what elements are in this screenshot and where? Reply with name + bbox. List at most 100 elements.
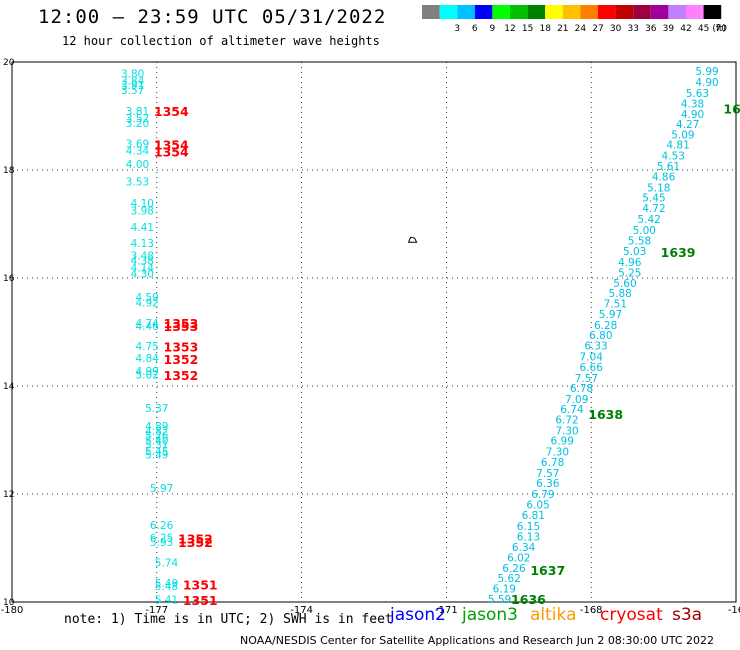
wave-height-label: 4.99 [135,366,158,378]
wave-height-label: 5.60 [613,278,636,290]
y-tick-label: 10 [3,598,15,608]
colorbar-bin [633,5,651,19]
wave-height-label: 6.26 [150,520,174,532]
wave-height-label: 5.63 [686,88,709,100]
wave-height-label: 5.97 [599,309,622,321]
wave-height-label: 4.74 [135,318,159,330]
colorbar-label: 9 [490,24,496,34]
wave-height-label: 4.13 [131,238,154,250]
colorbar-bin [562,5,581,19]
wave-height-label: 6.13 [517,532,540,544]
wave-height-label: 5.31 [145,439,168,451]
colorbar-bin [668,5,686,19]
pass-time-label: 1353 [164,319,199,334]
wave-height-label: 5.48 [155,581,178,593]
pass-time-label: 1352 [178,531,213,546]
wave-height-label: 5.45 [145,446,168,458]
y-tick-label: 16 [3,274,15,284]
wave-height-label: 4.38 [681,99,704,111]
y-tick-label: 14 [3,382,15,392]
colorbar-label: 42 [680,24,691,34]
x-tick-label: -177 [145,605,168,616]
footnote: note: 1) Time is in UTC; 2) SWH is in fe… [64,612,393,627]
wave-height-label: 3.98 [131,206,154,218]
wave-height-label: 7.51 [604,298,627,310]
wave-height-label: 5.42 [637,214,660,226]
legend-jason2: jason2 [390,605,446,625]
wave-height-label: 5.09 [671,129,694,141]
wave-height-label: 6.80 [589,330,612,342]
wave-height-label: 4.27 [676,119,699,131]
pass-time-label: 1640 [723,101,740,116]
wave-height-label: 3.81 [126,106,149,118]
pass-time-label: 1639 [661,245,696,260]
wave-height-label: 6.05 [526,499,549,511]
wave-height-label: 5.58 [628,236,651,248]
colorbar-bin [703,5,722,19]
colorbar-bin [422,5,440,19]
y-tick-label: 20 [3,58,15,68]
pass-time-label: 1637 [530,563,565,578]
wave-height-label: 4.34 [126,146,150,158]
wave-height-label: 4.90 [681,109,704,121]
wave-height-label: 7.04 [580,351,604,363]
wave-height-label: 6.78 [570,383,593,395]
wave-height-label: 4.90 [695,77,718,89]
wave-height-label: 6.78 [541,457,564,469]
pass-time-label: 1353 [164,316,199,331]
colorbar-bin [615,5,634,19]
wave-height-label: 4.10 [131,198,154,210]
wave-height-label: 4.53 [662,150,685,162]
pass-time-label: 1353 [164,340,199,355]
wave-height-label: 3.80 [121,68,144,80]
colorbar-label: 30 [610,24,622,34]
colorbar-bin [527,5,546,19]
x-tick-label: -174 [290,605,313,616]
wave-height-label: 6.34 [512,542,536,554]
wave-height-label: 3.84 [121,75,145,87]
colorbar-label: 45 [698,24,709,34]
wave-height-label: 4.59 [135,292,158,304]
wave-height-label: 6.81 [522,510,545,522]
colorbar-label: 18 [539,24,551,34]
wave-height-label: 5.26 [145,431,169,443]
legend-cryosat: cryosat [600,605,663,625]
wave-height-label: 3.48 [131,250,154,262]
wave-height-label: 6.15 [517,521,540,533]
pass-time-label: 1636 [511,592,546,607]
wave-height-label: 5.61 [657,161,680,173]
wave-height-label: 5.99 [695,66,718,78]
wave-height-label: 5.49 [145,450,168,462]
plot-frame [11,61,737,603]
pass-time-label: 1351 [183,578,218,593]
colorbar-label: 70 [715,24,727,34]
colorbar-bin [510,5,528,19]
x-tick-label: -16 [728,605,740,616]
wave-height-label: 6.28 [594,320,617,332]
pass-time-label: 1352 [178,535,213,550]
wave-height-label: 7.57 [575,373,598,385]
wave-height-label: 4.72 [642,203,665,215]
colorbar-bin [439,5,458,19]
wave-height-label: 6.33 [584,341,607,353]
wave-height-label: 4.96 [618,257,642,269]
colorbar-bin [580,5,598,19]
wave-height-label: 4.84 [135,353,159,365]
wave-height-label: 5.97 [150,483,173,495]
x-tick-label: -180 [1,605,24,616]
wave-height-label: 4.81 [666,140,689,152]
pass-time-label: 1352 [164,352,199,367]
x-tick-label: -168 [580,605,603,616]
colorbar-bin [457,5,475,19]
credit-line: NOAA/NESDIS Center for Satellite Applica… [240,634,715,647]
wave-height-label: 3.20 [126,118,149,130]
wave-height-label: 5.74 [155,558,179,570]
colorbar-bin [545,5,563,19]
y-tick-label: 18 [3,166,15,176]
wave-height-label: 3.53 [126,176,149,188]
wave-height-label: 5.45 [642,193,665,205]
wave-height-label: 4.41 [131,222,154,234]
wave-height-label: 5.02 [135,370,158,382]
colorbar-label: 21 [557,24,568,34]
wave-height-label: 7.57 [536,468,559,480]
